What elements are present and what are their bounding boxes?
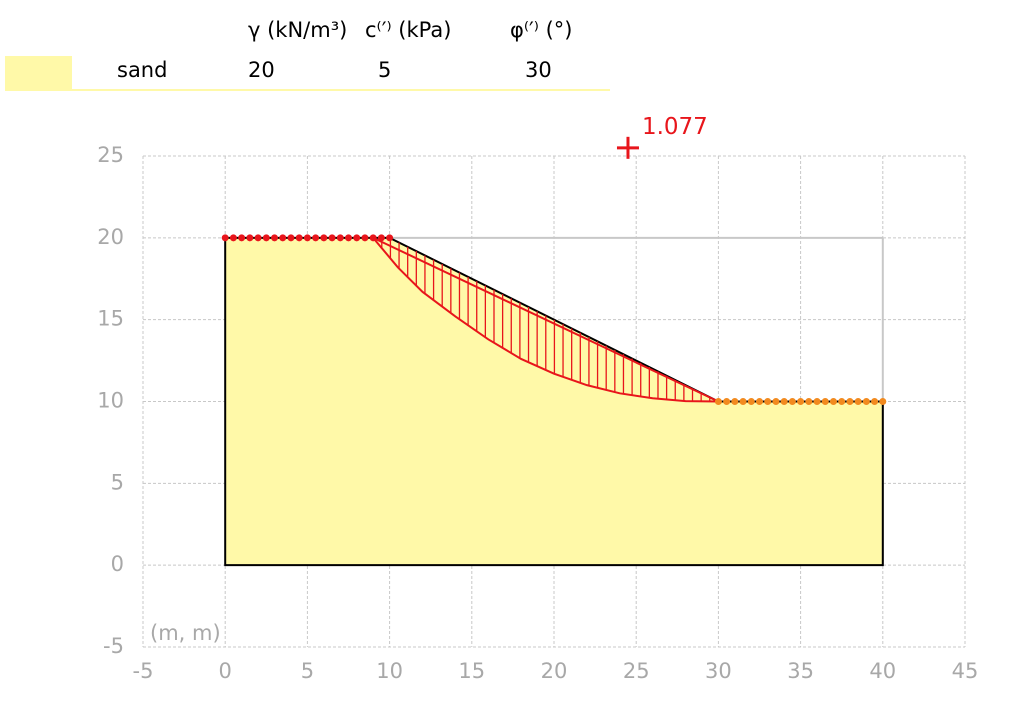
crest-point	[361, 234, 369, 242]
toe-point	[854, 398, 862, 405]
x-tick-label: -5	[133, 659, 154, 683]
toe-point	[797, 398, 805, 405]
toe-point	[813, 398, 821, 405]
material-phi-value: 30	[525, 58, 552, 82]
toe-point	[731, 398, 739, 405]
y-tick-label: 20	[97, 225, 124, 249]
crest-point	[345, 234, 352, 242]
crest-point	[238, 234, 246, 242]
x-tick-label: 45	[952, 659, 979, 683]
crest-point	[312, 234, 320, 242]
x-tick-label: 0	[219, 659, 232, 683]
crest-point	[221, 234, 229, 242]
toe-point	[879, 398, 887, 405]
material-row-divider	[5, 89, 610, 91]
y-tick-label: 5	[111, 470, 124, 494]
toe-point	[739, 398, 747, 405]
crest-point	[271, 234, 279, 242]
y-tick-label: 25	[97, 143, 124, 167]
toe-point	[747, 398, 755, 405]
crest-point	[303, 234, 311, 242]
toe-point	[838, 398, 846, 405]
crest-point	[279, 234, 287, 242]
crest-point	[254, 234, 262, 242]
crest-point	[353, 234, 361, 242]
header-gamma: γ (kN/m³)	[248, 18, 348, 42]
crest-point	[328, 234, 336, 242]
x-tick-label: 35	[787, 659, 814, 683]
crest-point	[287, 234, 295, 242]
material-name: sand	[117, 58, 168, 82]
toe-point	[862, 398, 870, 405]
material-swatch-sand	[5, 56, 72, 90]
toe-point	[764, 398, 772, 405]
x-tick-label: 30	[705, 659, 732, 683]
x-tick-label: 40	[869, 659, 896, 683]
toe-point	[821, 398, 829, 405]
header-cohesion: c⁽′⁾ (kPa)	[365, 18, 452, 42]
y-tick-label: 0	[111, 552, 124, 576]
factor-of-safety-label: 1.077	[642, 114, 708, 140]
units-label: (m, m)	[150, 621, 221, 645]
toe-point	[871, 398, 879, 405]
crest-point	[246, 234, 254, 242]
crest-point	[229, 234, 237, 242]
x-tick-label: 10	[376, 659, 403, 683]
toe-point	[780, 398, 788, 405]
y-tick-label: -5	[103, 634, 124, 658]
toe-point	[829, 398, 837, 405]
material-gamma-value: 20	[248, 58, 275, 82]
toe-point	[788, 398, 796, 405]
crest-point	[369, 234, 377, 242]
x-tick-label: 20	[541, 659, 568, 683]
x-tick-label: 15	[458, 659, 485, 683]
x-tick-label: 25	[623, 659, 650, 683]
toe-point	[756, 398, 763, 405]
crest-point	[377, 234, 385, 242]
y-tick-label: 10	[97, 389, 124, 413]
x-tick-label: 5	[301, 659, 314, 683]
crest-point	[262, 234, 270, 242]
toe-point	[805, 398, 813, 405]
toe-point	[772, 398, 780, 405]
toe-point	[714, 398, 722, 405]
slip-mass-top	[372, 236, 719, 403]
toe-point	[846, 398, 854, 405]
material-cohesion-value: 5	[378, 58, 392, 82]
crest-point	[320, 234, 328, 242]
header-friction-angle: φ⁽′⁾ (°)	[510, 18, 573, 42]
crest-point	[295, 234, 303, 242]
toe-point	[723, 398, 731, 405]
crest-point	[336, 234, 344, 242]
slip-surface	[372, 237, 719, 403]
crest-point	[386, 234, 394, 242]
y-tick-label: 15	[97, 307, 124, 331]
